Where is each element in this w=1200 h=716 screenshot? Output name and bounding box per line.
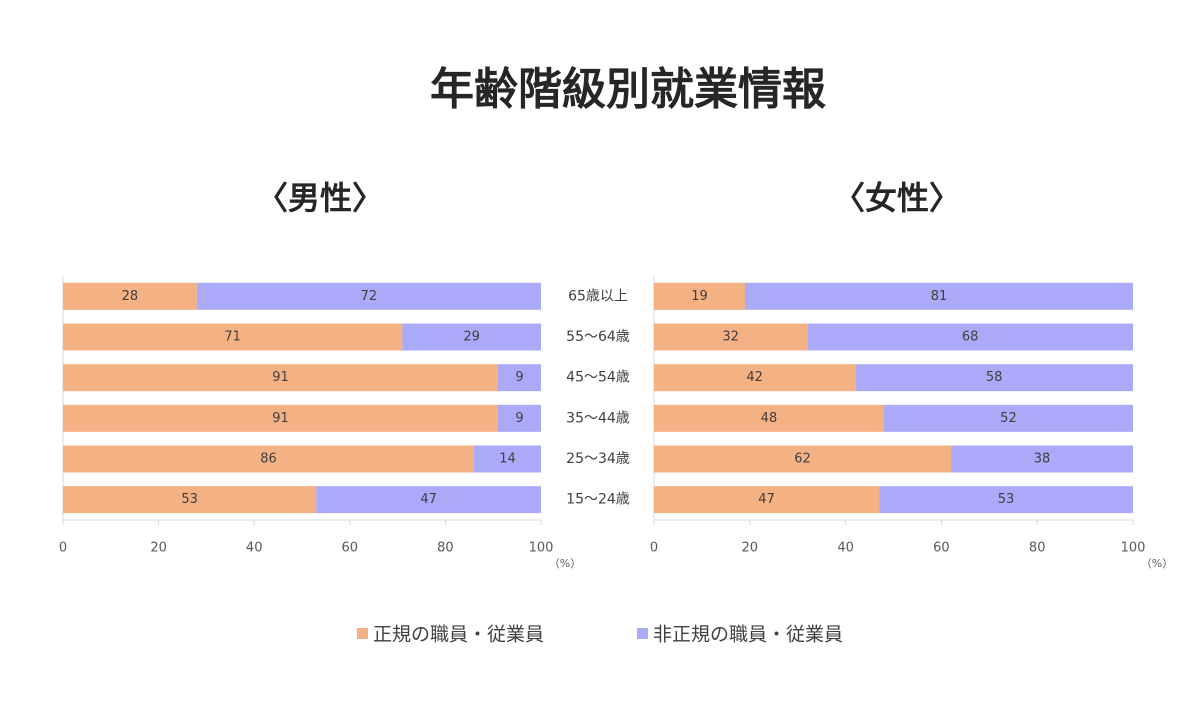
value-label: 38 [1034,452,1051,467]
bar-segment [745,282,1133,310]
value-label: 91 [272,411,289,426]
value-label: 9 [515,411,523,426]
page-title: 年齢階級別就業情報 [430,64,826,115]
bar-segment [63,282,197,310]
value-label: 9 [515,370,523,385]
category-label: 55〜64歳 [566,329,630,345]
x-tick-label: 0 [59,541,67,556]
legend-label: 非正規の職員・従業員 [653,624,843,646]
x-tick-label: 60 [342,541,359,556]
value-label: 68 [962,330,979,345]
bar-segment [63,364,498,392]
bar-segment [654,486,880,514]
x-axis-unit: （%） [1141,557,1173,570]
bar-segment [402,323,541,351]
chart-subtitle: 〈男性〉 [256,179,384,217]
x-tick-label: 60 [933,541,950,556]
x-tick-label: 0 [650,541,658,556]
x-tick-label: 100 [529,541,554,556]
category-label: 15〜24歳 [566,492,630,508]
category-label: 25〜34歳 [566,451,630,467]
x-tick-label: 80 [437,541,454,556]
bar-segment [883,404,1133,432]
value-label: 62 [794,452,811,467]
bar-segment [196,282,541,310]
bar-segment [654,323,808,351]
value-label: 71 [224,330,241,345]
value-label: 91 [272,370,289,385]
value-label: 19 [691,289,708,304]
value-label: 28 [122,289,139,304]
bar-segment [807,323,1133,351]
bar-segment [474,445,541,473]
bar-segment [654,282,746,310]
bar-segment [950,445,1133,473]
value-label: 32 [722,330,739,345]
category-label: 45〜54歳 [566,370,630,386]
legend-label: 正規の職員・従業員 [373,624,544,646]
bar-segment [63,486,317,514]
x-tick-label: 40 [246,541,263,556]
value-label: 47 [758,492,775,507]
bar-segment [855,364,1133,392]
chart-subtitle: 〈女性〉 [833,179,961,217]
legend-swatch [357,628,368,639]
value-label: 53 [998,492,1015,507]
x-tick-label: 100 [1121,541,1146,556]
bar-segment [654,445,951,473]
value-label: 52 [1000,411,1017,426]
bar-segment [63,404,498,432]
bar-segment [316,486,541,514]
value-label: 29 [463,330,480,345]
bar-segment [879,486,1133,514]
value-label: 81 [931,289,948,304]
bar-segment [63,445,475,473]
bar-segment [497,364,541,392]
x-axis-unit: （%） [549,557,581,570]
bar-segment [63,323,403,351]
category-label: 65歳以上 [568,288,628,304]
x-tick-label: 20 [742,541,759,556]
bar-segment [654,364,856,392]
x-tick-label: 40 [837,541,854,556]
value-label: 42 [746,370,763,385]
bar-segment [654,404,884,432]
category-label: 35〜44歳 [566,410,630,426]
value-label: 14 [499,452,516,467]
value-label: 72 [361,289,378,304]
value-label: 53 [181,492,198,507]
value-label: 86 [260,452,277,467]
value-label: 47 [420,492,437,507]
x-tick-label: 80 [1029,541,1046,556]
x-tick-label: 20 [150,541,167,556]
bar-segment [497,404,541,432]
legend-swatch [637,628,648,639]
value-label: 58 [986,370,1003,385]
value-label: 48 [761,411,778,426]
